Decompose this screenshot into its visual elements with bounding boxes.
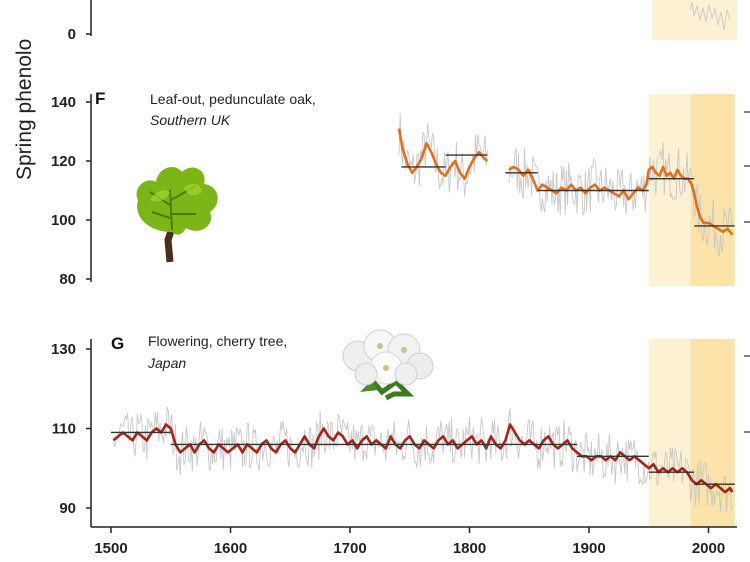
oak-leaf-icon: [136, 167, 218, 263]
panel-g-letter: G: [111, 334, 124, 353]
y-tick-label: 100: [51, 212, 76, 229]
y-axis-label: Spring phenolo: [13, 39, 36, 180]
raw-yearly-trace-1: [398, 113, 488, 197]
y-tick-label: 80: [59, 271, 76, 288]
x-tick-label: 1500: [94, 540, 127, 557]
panel-g-y-ticks: 90 110 130: [51, 341, 91, 517]
x-tick-label: 1700: [333, 540, 366, 557]
y-tick-label: 130: [51, 341, 76, 358]
y-tick-label: 90: [59, 500, 76, 517]
panel-f-location: Southern UK: [150, 112, 231, 128]
panel-g-raw-series: [112, 406, 733, 513]
panel-e-tick-label: 0: [68, 26, 76, 43]
raw-yearly-trace-1: [112, 406, 733, 513]
x-tick-label: 1800: [453, 540, 486, 557]
raw-yearly-trace-2: [508, 142, 733, 257]
panel-f-period-means: [401, 154, 735, 227]
panel-g-smoothed-series: [112, 423, 734, 494]
x-axis-ticks: 1500 1600 1700 1800 1900 2000: [94, 527, 725, 557]
y-tick-label: 140: [51, 94, 76, 111]
y-tick-label: 110: [52, 421, 76, 438]
panel-e-remnant: 0: [68, 0, 737, 43]
x-tick-label: 1600: [214, 540, 247, 557]
panel-g-title: Flowering, cherry tree,: [148, 333, 287, 349]
panel-e-shade: [652, 0, 737, 40]
panel-g-location: Japan: [147, 355, 186, 371]
oak-smoothed-line-1: [397, 128, 489, 180]
cherry-smoothed-line-1: [112, 423, 734, 494]
panel-e-raw-remnant: [689, 1, 731, 31]
x-tick-label: 2000: [692, 540, 725, 557]
panel-f: 80 100 120 140 F Leaf-out, pedunculate oak,…: [51, 89, 735, 288]
panel-f-letter: F: [95, 89, 105, 108]
panel-f-raw-series: [398, 113, 733, 257]
cherry-blossom-icon: [342, 329, 434, 401]
panel-g-shading: [648, 339, 735, 527]
panel-g: 90 110 130 1500 1600 1700 1800 1900 2000 G Flow…: [51, 329, 737, 557]
shaded-period-1: [648, 339, 691, 527]
x-tick-label: 1900: [572, 540, 605, 557]
panel-f-smoothed-series: [397, 128, 734, 236]
panel-f-y-ticks: 80 100 120 140: [51, 94, 91, 288]
panel-f-title: Leaf-out, pedunculate oak,: [150, 91, 316, 107]
shaded-period-2: [690, 94, 735, 286]
panel-g-period-means: [111, 431, 735, 485]
y-tick-label: 120: [51, 153, 76, 170]
oak-smoothed-line-2: [508, 165, 734, 236]
